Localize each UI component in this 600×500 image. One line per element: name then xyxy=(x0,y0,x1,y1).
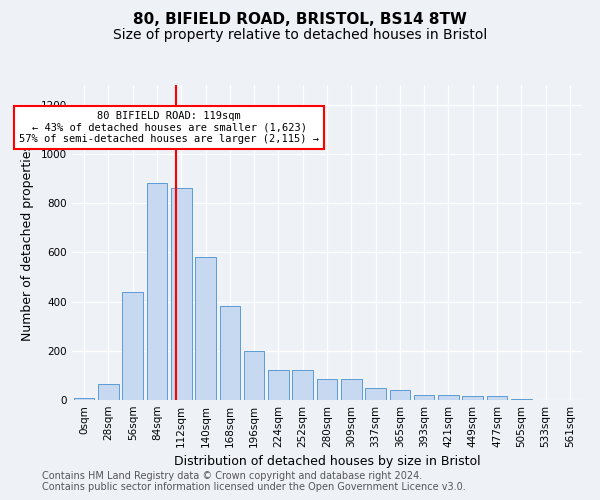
Bar xyxy=(268,370,289,400)
Bar xyxy=(487,396,508,400)
Text: 80, BIFIELD ROAD, BRISTOL, BS14 8TW: 80, BIFIELD ROAD, BRISTOL, BS14 8TW xyxy=(133,12,467,28)
Bar xyxy=(414,395,434,400)
Bar xyxy=(98,384,119,400)
Bar xyxy=(122,292,143,400)
Bar xyxy=(195,258,216,400)
Bar xyxy=(292,370,313,400)
X-axis label: Distribution of detached houses by size in Bristol: Distribution of detached houses by size … xyxy=(173,456,481,468)
Bar xyxy=(389,390,410,400)
Text: Size of property relative to detached houses in Bristol: Size of property relative to detached ho… xyxy=(113,28,487,42)
Bar xyxy=(438,395,459,400)
Bar xyxy=(146,184,167,400)
Bar xyxy=(463,396,483,400)
Bar xyxy=(317,379,337,400)
Text: Contains HM Land Registry data © Crown copyright and database right 2024.: Contains HM Land Registry data © Crown c… xyxy=(42,471,422,481)
Text: 80 BIFIELD ROAD: 119sqm
← 43% of detached houses are smaller (1,623)
57% of semi: 80 BIFIELD ROAD: 119sqm ← 43% of detache… xyxy=(19,111,319,144)
Bar xyxy=(74,398,94,400)
Bar xyxy=(365,388,386,400)
Bar xyxy=(244,351,265,400)
Text: Contains public sector information licensed under the Open Government Licence v3: Contains public sector information licen… xyxy=(42,482,466,492)
Y-axis label: Number of detached properties: Number of detached properties xyxy=(21,144,34,341)
Bar xyxy=(220,306,240,400)
Bar xyxy=(341,379,362,400)
Bar xyxy=(171,188,191,400)
